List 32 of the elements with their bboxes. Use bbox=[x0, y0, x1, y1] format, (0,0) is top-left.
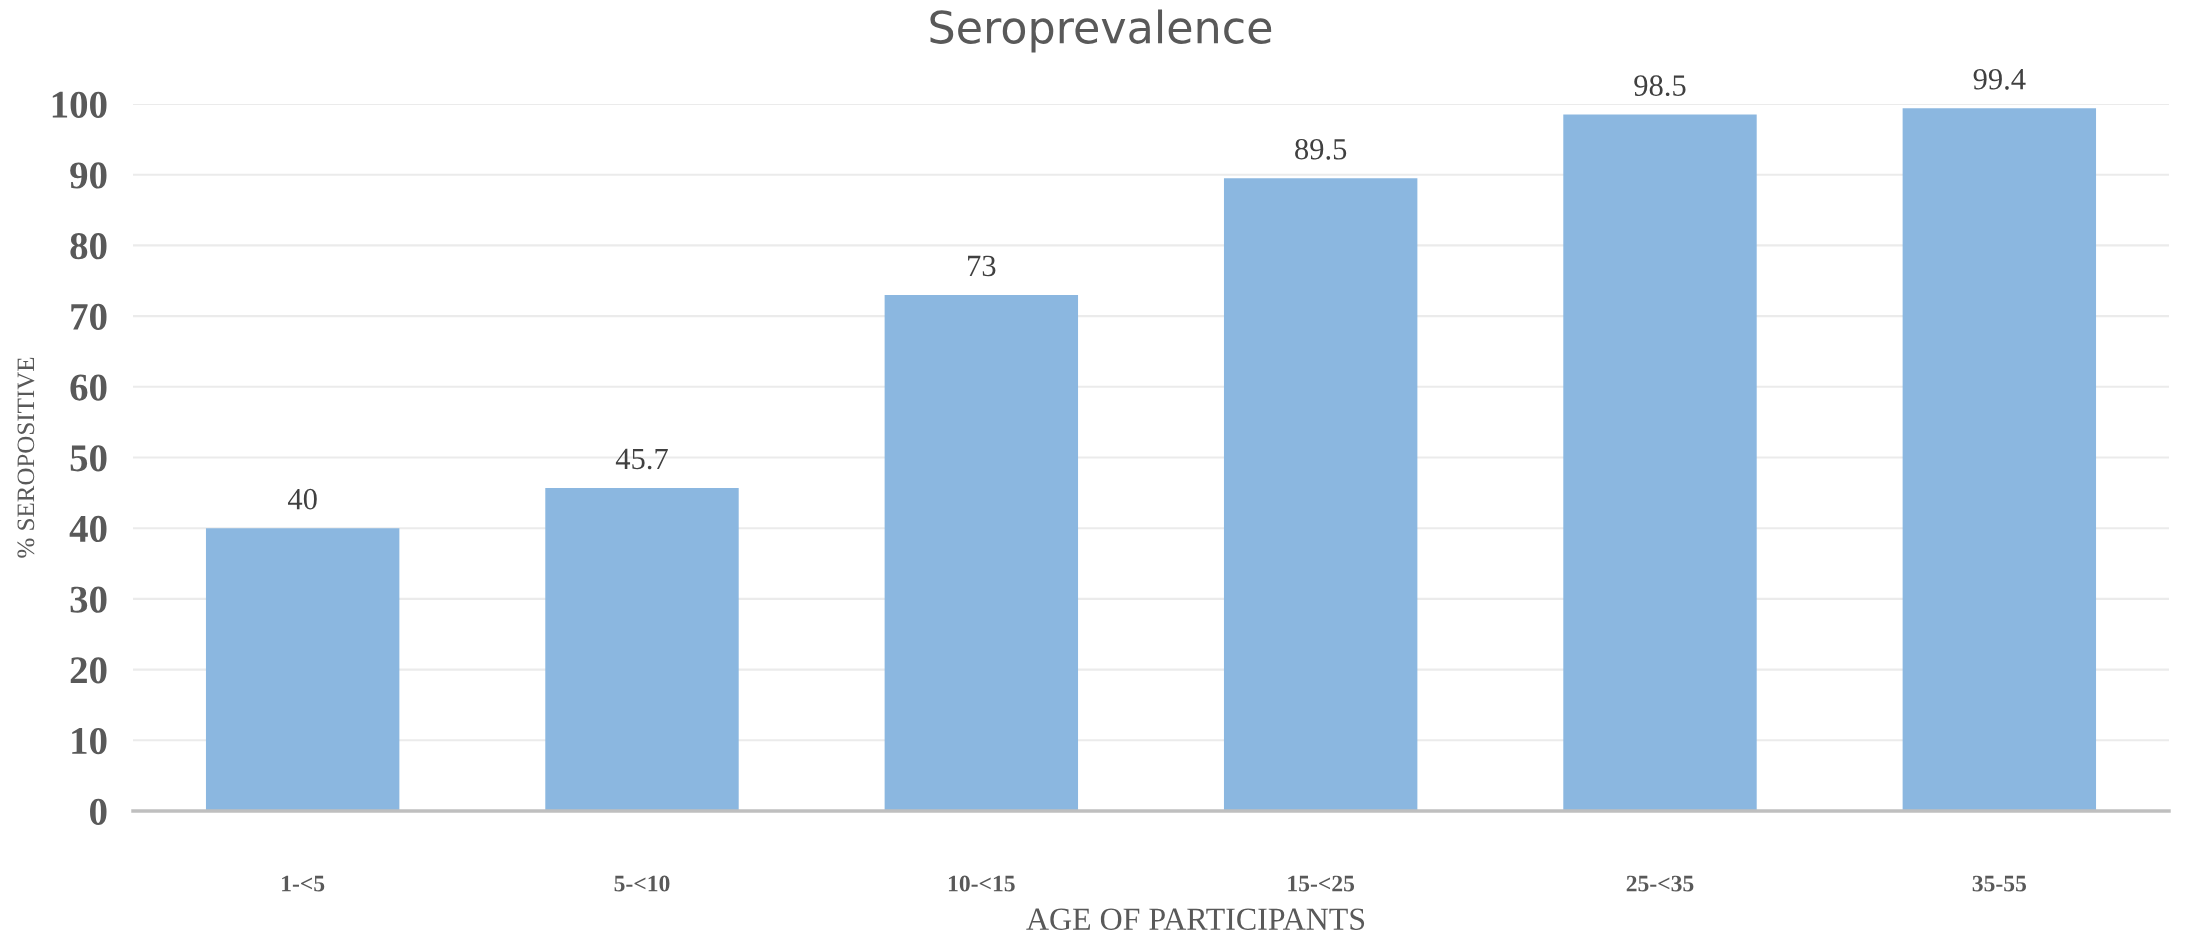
data-label: 73 bbox=[968, 255, 996, 277]
bar bbox=[545, 487, 739, 811]
y-tick-label: 70 bbox=[71, 303, 107, 330]
data-label: 99.4 bbox=[1973, 69, 2026, 90]
x-tick-label: 15-<25 bbox=[1288, 875, 1355, 892]
y-axis-title: % SEROPOSITIVE bbox=[17, 357, 35, 558]
y-tick-label: 40 bbox=[69, 515, 107, 543]
x-tick-label: 1-<5 bbox=[282, 875, 325, 892]
data-label: 89.5 bbox=[1295, 138, 1347, 160]
bar bbox=[884, 294, 1079, 811]
y-tick-label: 20 bbox=[70, 657, 107, 684]
y-tick-label: 100 bbox=[52, 91, 107, 118]
x-axis-title: AGE OF PARTICIPANTS bbox=[1026, 908, 1365, 930]
chart-title: Seroprevalence bbox=[930, 9, 1272, 53]
x-tick-label: 10-<15 bbox=[948, 875, 1015, 892]
bar bbox=[1902, 108, 2097, 811]
y-tick-label: 90 bbox=[70, 162, 107, 189]
x-tick-label: 5-<10 bbox=[614, 875, 670, 892]
y-tick-label: 60 bbox=[70, 374, 107, 401]
x-tick-label: 35-55 bbox=[1972, 875, 2027, 892]
bar bbox=[1223, 178, 1418, 811]
y-tick-label: 80 bbox=[70, 233, 107, 260]
data-label: 45.7 bbox=[615, 448, 668, 470]
y-tick-label: 10 bbox=[72, 727, 107, 755]
y-tick-label: 0 bbox=[90, 798, 107, 825]
y-tick-label: 30 bbox=[70, 586, 107, 613]
data-label: 98.5 bbox=[1634, 75, 1686, 97]
bar bbox=[205, 528, 400, 811]
bar bbox=[1563, 114, 1757, 811]
x-tick-label: 25-<35 bbox=[1626, 875, 1694, 892]
data-label: 40 bbox=[287, 488, 317, 510]
y-tick-label: 50 bbox=[70, 445, 107, 472]
